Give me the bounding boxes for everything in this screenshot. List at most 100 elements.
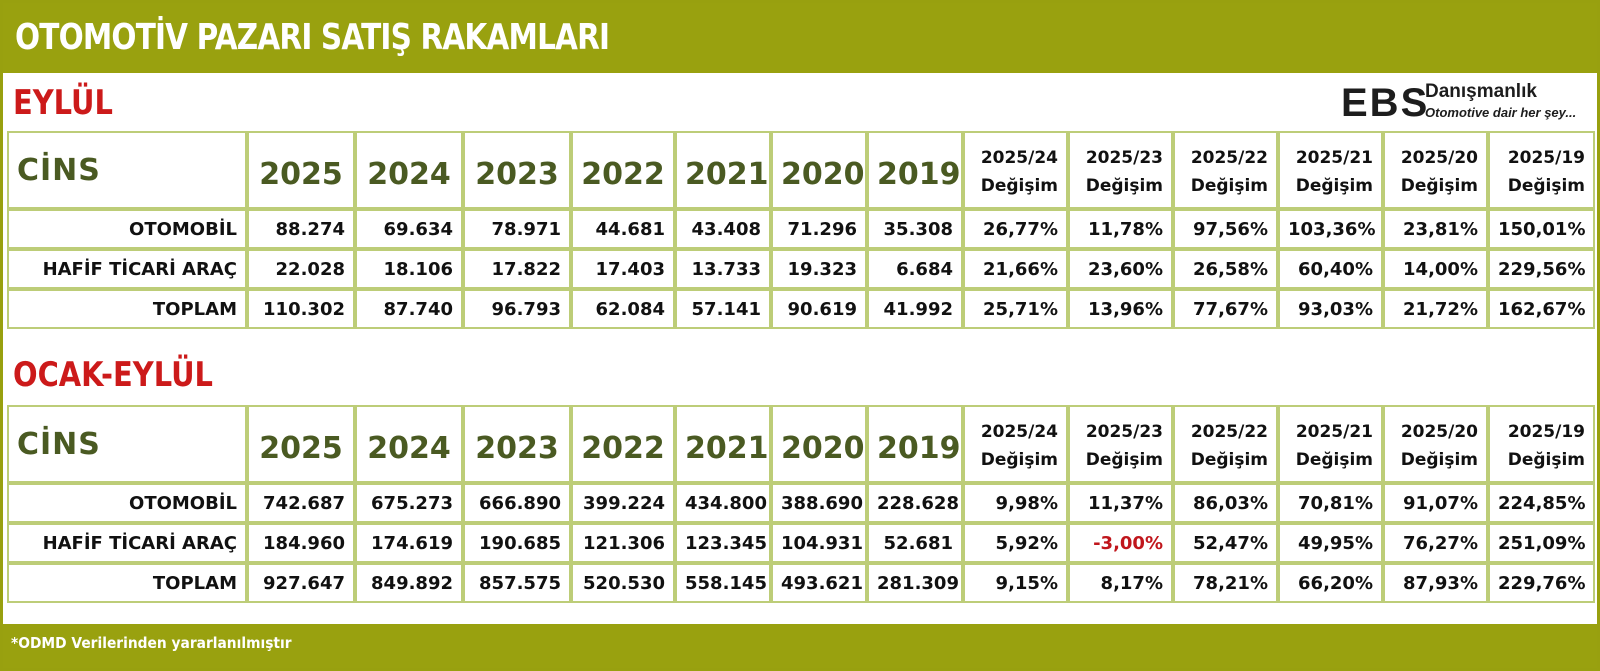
column-header-year: 2023 (463, 405, 571, 483)
sales-value-cell: 52.681 (867, 523, 963, 563)
change-period: 2025/21 (1295, 148, 1373, 168)
change-label: Değişim (1507, 176, 1585, 196)
section-header-ocak-eylul: OCAK-EYLÜL (3, 345, 1597, 405)
sales-value-cell: 666.890 (463, 483, 571, 523)
change-percent-cell: 11,37% (1068, 483, 1173, 523)
table-row: TOPLAM 110.302 87.740 96.793 62.084 57.141 90.… (7, 289, 1595, 329)
logo-tagline: Otomotive dair her şey... (1425, 105, 1577, 120)
change-label: Değişim (1295, 176, 1373, 196)
change-period: 2025/24 (980, 148, 1058, 168)
change-percent-cell: 52,47% (1173, 523, 1278, 563)
column-header-change: 2025/21 Değişim (1278, 405, 1383, 483)
change-period: 2025/20 (1400, 148, 1478, 168)
column-header-year: 2020 (771, 405, 867, 483)
section-label: OCAK-EYLÜL (13, 355, 213, 395)
change-label: Değişim (1085, 450, 1163, 470)
table-header-row: CİNS 2025 2024 2023 2022 2021 2020 2019 2025/24 D… (7, 131, 1595, 209)
change-percent-cell: 49,95% (1278, 523, 1383, 563)
column-header-change: 2025/23 Değişim (1068, 405, 1173, 483)
row-label: TOPLAM (7, 563, 247, 603)
change-period: 2025/23 (1085, 422, 1163, 442)
sales-value-cell: 62.084 (571, 289, 675, 329)
sales-value-cell: 19.323 (771, 249, 867, 289)
column-header-change: 2025/24 Değişim (963, 405, 1068, 483)
table-row: OTOMOBİL 742.687 675.273 666.890 399.224 434.… (7, 483, 1595, 523)
column-header-year: 2023 (463, 131, 571, 209)
column-header-change: 2025/22 Değişim (1173, 405, 1278, 483)
column-header-change: 2025/24 Değişim (963, 131, 1068, 209)
change-percent-cell: 5,92% (963, 523, 1068, 563)
change-percent-cell: -3,00% (1068, 523, 1173, 563)
change-percent-cell: 8,17% (1068, 563, 1173, 603)
change-percent-cell: 76,27% (1383, 523, 1488, 563)
row-label: HAFİF TİCARİ ARAÇ (7, 523, 247, 563)
sales-value-cell: 281.309 (867, 563, 963, 603)
sales-value-cell: 43.408 (675, 209, 771, 249)
table-header-row: CİNS 2025 2024 2023 2022 2021 2020 2019 2025/24 D… (7, 405, 1595, 483)
ebs-logo: EBS Danışmanlık Otomotive dair her şey..… (1341, 81, 1581, 125)
column-header-cins: CİNS (7, 405, 247, 483)
sales-value-cell: 71.296 (771, 209, 867, 249)
change-label: Değişim (1190, 176, 1268, 196)
change-percent-cell: 21,66% (963, 249, 1068, 289)
column-header-change: 2025/20 Değişim (1383, 131, 1488, 209)
sales-value-cell: 399.224 (571, 483, 675, 523)
sales-value-cell: 18.106 (355, 249, 463, 289)
row-label: OTOMOBİL (7, 209, 247, 249)
change-percent-cell: 9,15% (963, 563, 1068, 603)
sales-value-cell: 558.145 (675, 563, 771, 603)
change-percent-cell: 21,72% (1383, 289, 1488, 329)
sales-value-cell: 78.971 (463, 209, 571, 249)
change-percent-cell: 70,81% (1278, 483, 1383, 523)
change-period: 2025/19 (1507, 148, 1585, 168)
column-header-change: 2025/20 Değişim (1383, 405, 1488, 483)
change-percent-cell: 23,60% (1068, 249, 1173, 289)
change-percent-cell: 9,98% (963, 483, 1068, 523)
column-header-year: 2022 (571, 131, 675, 209)
change-label: Değişim (1190, 450, 1268, 470)
column-header-year: 2024 (355, 405, 463, 483)
change-period: 2025/19 (1507, 422, 1585, 442)
change-period: 2025/23 (1085, 148, 1163, 168)
sales-value-cell: 675.273 (355, 483, 463, 523)
sales-value-cell: 927.647 (247, 563, 355, 603)
change-percent-cell: 91,07% (1383, 483, 1488, 523)
sales-value-cell: 857.575 (463, 563, 571, 603)
sales-value-cell: 96.793 (463, 289, 571, 329)
change-label: Değişim (980, 176, 1058, 196)
sales-value-cell: 22.028 (247, 249, 355, 289)
sales-value-cell: 123.345 (675, 523, 771, 563)
row-label: TOPLAM (7, 289, 247, 329)
column-header-year: 2019 (867, 405, 963, 483)
sales-value-cell: 493.621 (771, 563, 867, 603)
section-header-eylul: EYLÜL EBS Danışmanlık Otomotive dair her… (3, 73, 1597, 133)
table-row: HAFİF TİCARİ ARAÇ 184.960 174.619 190.685 12… (7, 523, 1595, 563)
column-header-change: 2025/22 Değişim (1173, 131, 1278, 209)
change-percent-cell: 23,81% (1383, 209, 1488, 249)
change-percent-cell: 150,01% (1488, 209, 1595, 249)
change-period: 2025/24 (980, 422, 1058, 442)
change-percent-cell: 77,67% (1173, 289, 1278, 329)
change-percent-cell: 13,96% (1068, 289, 1173, 329)
change-percent-cell: 229,76% (1488, 563, 1595, 603)
column-header-year: 2025 (247, 131, 355, 209)
column-header-year: 2024 (355, 131, 463, 209)
column-header-year: 2022 (571, 405, 675, 483)
change-percent-cell: 224,85% (1488, 483, 1595, 523)
sales-value-cell: 434.800 (675, 483, 771, 523)
change-percent-cell: 26,58% (1173, 249, 1278, 289)
change-percent-cell: 66,20% (1278, 563, 1383, 603)
table-row: TOPLAM 927.647 849.892 857.575 520.530 558.14… (7, 563, 1595, 603)
change-percent-cell: 78,21% (1173, 563, 1278, 603)
sales-value-cell: 190.685 (463, 523, 571, 563)
sales-value-cell: 104.931 (771, 523, 867, 563)
change-period: 2025/21 (1295, 422, 1373, 442)
change-percent-cell: 97,56% (1173, 209, 1278, 249)
footer-bar: *ODMD Verilerinden yararlanılmıştır (3, 624, 1597, 668)
change-label: Değişim (1507, 450, 1585, 470)
sales-value-cell: 35.308 (867, 209, 963, 249)
sales-value-cell: 849.892 (355, 563, 463, 603)
change-period: 2025/22 (1190, 422, 1268, 442)
change-percent-cell: 162,67% (1488, 289, 1595, 329)
change-label: Değişim (1085, 176, 1163, 196)
